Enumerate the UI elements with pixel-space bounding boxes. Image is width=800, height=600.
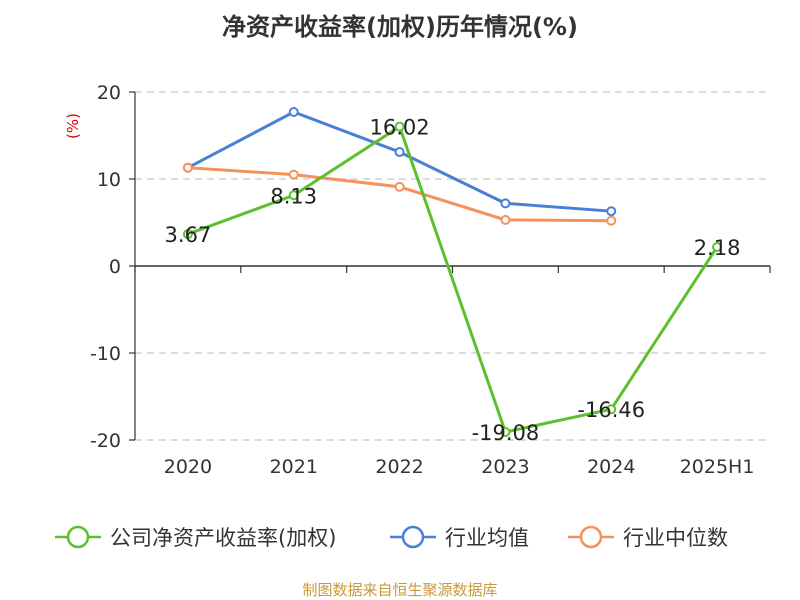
- data-point: [500, 426, 511, 437]
- axes: [129, 91, 771, 441]
- data-point: [288, 107, 299, 118]
- data-label: -19.08: [472, 421, 540, 445]
- legend-swatch-marker: [579, 525, 603, 549]
- x-tick-label: 2023: [481, 456, 529, 478]
- x-tick-label: 2025H1: [680, 456, 755, 478]
- source-note: 制图数据来自恒生聚源数据库: [302, 581, 497, 599]
- data-point: [606, 206, 617, 217]
- series-group: [182, 107, 723, 437]
- chart-title: 净资产收益率(加权)历年情况(%): [222, 13, 578, 41]
- data-point: [712, 242, 723, 253]
- data-point: [182, 229, 193, 240]
- data-label: 3.67: [165, 223, 212, 247]
- legend-label: 行业中位数: [623, 526, 728, 550]
- data-point: [606, 215, 617, 226]
- x-tick-label: 2024: [587, 456, 635, 478]
- legend-label: 公司净资产收益率(加权): [110, 526, 336, 550]
- y-tick-label: 20: [97, 82, 121, 104]
- legend-item-1[interactable]: 行业均值: [390, 525, 529, 550]
- data-label: 2.18: [694, 236, 741, 260]
- data-labels: 20 10 0 -10 -20 2020 2021 2022 2023 2024 2025H1 3.6…: [90, 82, 754, 478]
- x-tick-label: 2020: [164, 456, 212, 478]
- y-tick-label: 0: [109, 256, 121, 278]
- data-point: [288, 190, 299, 201]
- y-axis-label: (%): [64, 113, 82, 139]
- x-tick-label: 2021: [270, 456, 318, 478]
- data-label: 16.02: [370, 116, 430, 140]
- data-point: [182, 162, 193, 173]
- data-label: -16.46: [577, 398, 645, 422]
- legend-item-0[interactable]: 公司净资产收益率(加权): [55, 525, 336, 550]
- data-point: [394, 147, 405, 158]
- data-label: 8.13: [270, 184, 317, 208]
- y-tick-label: 10: [97, 169, 121, 191]
- legend-label: 行业均值: [445, 526, 529, 550]
- data-point: [500, 198, 511, 209]
- legend-swatch-marker: [401, 525, 425, 549]
- data-point: [394, 121, 405, 132]
- legend[interactable]: 公司净资产收益率(加权) 行业均值 行业中位数: [55, 525, 728, 550]
- y-tick-label: -20: [90, 430, 121, 452]
- legend-swatch-marker: [66, 525, 90, 549]
- legend-item-2[interactable]: 行业中位数: [568, 525, 728, 550]
- series-line-0: [187, 125, 719, 434]
- y-tick-label: -10: [90, 343, 121, 365]
- x-tick-label: 2022: [375, 456, 423, 478]
- data-point: [606, 404, 617, 415]
- data-point: [394, 181, 405, 192]
- data-point: [500, 214, 511, 225]
- series-line-2: [187, 166, 612, 223]
- data-point: [288, 169, 299, 180]
